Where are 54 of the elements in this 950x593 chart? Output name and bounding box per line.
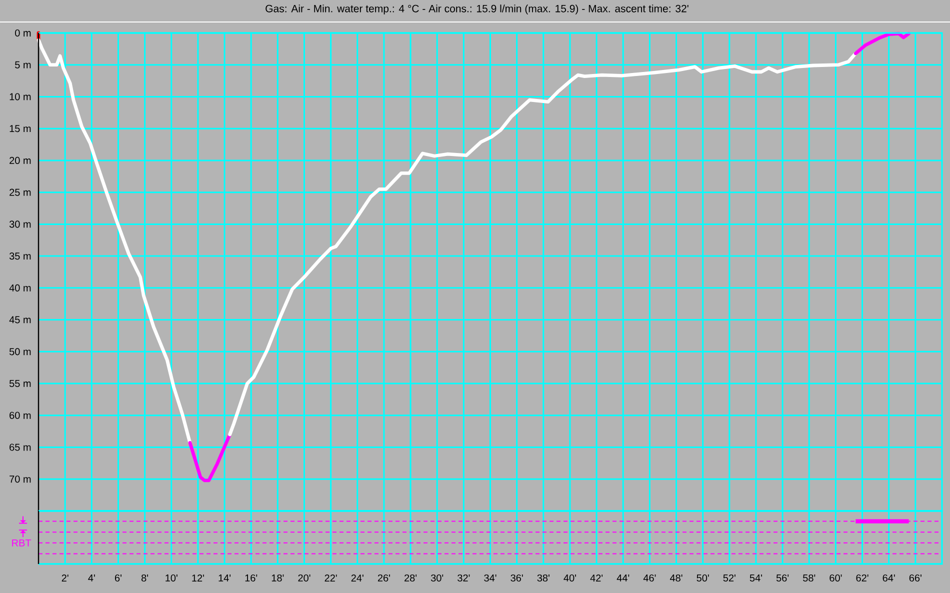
x-tick-label: 18' [272,574,284,582]
x-tick-label: 22' [324,574,337,582]
y-tick-label: 5 m [15,61,31,68]
chart-title: Gas: Air - Min. water temp.: 4 °C - Air cons.: 15.9 l/min (max. 15.9) - Max. ascent time: 32' [266,4,688,14]
x-tick-label: 16' [245,574,258,582]
x-tick-label: 20' [298,574,310,582]
y-tick-label: 35 m [9,252,31,260]
x-tick-label: 32' [458,574,470,582]
x-tick-label: 8' [142,574,148,582]
x-tick-label: 26' [378,574,390,582]
y-tick-label: 20 m [10,156,31,164]
x-tick-label: 34' [484,574,496,582]
x-tick-label: 60' [830,574,842,582]
x-tick-label: 10' [166,574,178,582]
y-tick-label: 10 m [10,93,31,100]
x-tick-label: 28' [404,574,417,582]
y-tick-label: 45 m [9,316,31,324]
y-tick-label: 65 m [10,444,31,451]
x-tick-label: 66' [909,574,922,582]
x-tick-label: 2' [62,574,68,582]
x-tick-label: 52' [723,574,736,582]
x-tick-label: 38' [537,574,550,582]
x-tick-label: 12' [192,574,204,582]
line-series [36,38,192,444]
y-tick-label: 55 m [9,380,31,388]
x-tick-label: 58' [803,574,816,582]
x-tick-label: 54' [750,574,762,582]
y-tick-label: 15 m [10,125,31,132]
x-tick-label: 56' [776,574,789,582]
y-tick-label: 25 m [10,188,31,196]
line-series [228,52,858,436]
x-tick-label: 30' [430,574,444,582]
x-tick-label: 6' [114,574,122,582]
x-tick-label: 48' [670,574,682,582]
x-tick-label: 46' [643,574,656,582]
x-tick-label: 64' [882,574,895,582]
y-tick-label: RBT [12,539,32,546]
x-tick-label: 44' [616,574,630,582]
x-tick-label: 50' [696,574,709,582]
y-tick-label: 0 m [15,29,31,37]
x-tick-label: 4' [88,574,95,582]
x-tick-label: 40' [564,574,576,582]
x-tick-label: 36' [510,574,523,582]
y-tick-label: 50 m [9,348,31,356]
y-tick-label: 30 m [9,220,31,228]
y-tick-label: 40 m [9,284,31,292]
x-tick-label: 62' [856,574,868,582]
x-tick-label: 14' [218,574,231,582]
x-tick-label: 42' [590,574,603,582]
x-tick-label: 24' [351,574,364,582]
y-tick-label: 60 m [10,412,31,419]
y-tick-label: 70 m [10,476,31,483]
line-series [854,32,910,56]
line-series [188,432,232,482]
